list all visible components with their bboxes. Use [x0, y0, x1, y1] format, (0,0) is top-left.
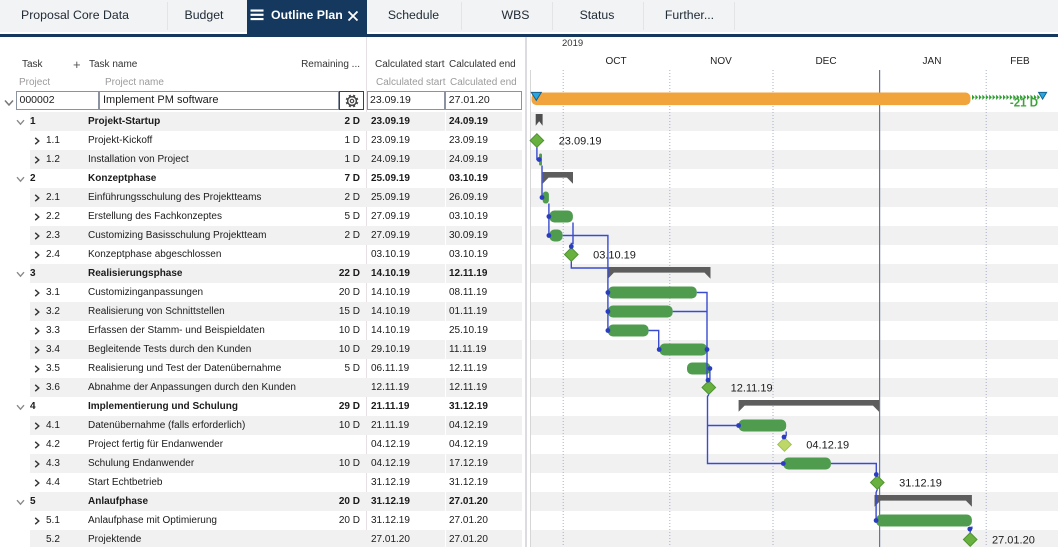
svg-text:23.09.19: 23.09.19: [559, 135, 602, 147]
svg-text:03.10.19: 03.10.19: [593, 249, 636, 261]
svg-text:-21 D: -21 D: [1010, 98, 1038, 110]
svg-text:27.01.20: 27.01.20: [992, 534, 1035, 546]
svg-text:31.12.19: 31.12.19: [899, 477, 942, 489]
svg-text:04.12.19: 04.12.19: [806, 439, 849, 451]
svg-text:12.11.19: 12.11.19: [731, 382, 773, 394]
